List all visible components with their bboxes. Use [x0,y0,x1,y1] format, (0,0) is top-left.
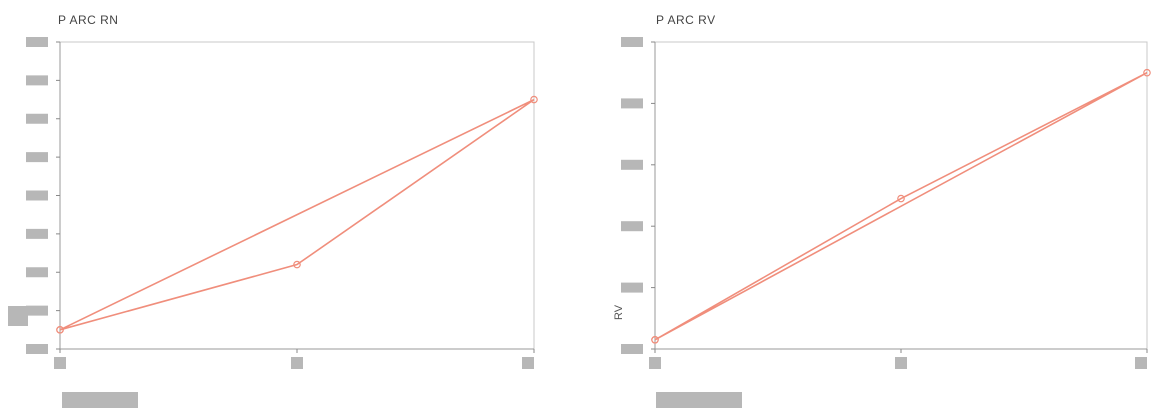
y-tick-label [621,282,643,293]
y-tick-label [621,159,643,170]
series-line [654,71,1148,341]
y-tick-label [26,113,48,124]
y-tick-label [26,75,48,86]
x-tick-label [649,357,661,369]
data-point [530,95,538,104]
y-tick-label [26,344,48,354]
tick-group [26,37,535,369]
series-line [59,98,535,331]
data-point [651,335,659,344]
y-tick-label [621,221,643,232]
y-tick-label [26,190,48,201]
chart-title: P ARC RV [656,13,716,27]
chart-rn: P ARC RN [8,13,538,408]
x-tick-label [895,357,907,369]
x-tick-label [54,357,66,369]
y-axis-label: RV [613,304,625,320]
y-tick-label [26,267,48,278]
x-tick-label [291,357,303,369]
y-axis-label-placeholder [8,306,28,326]
chart-title: P ARC RN [58,13,118,27]
y-tick-label [621,98,643,109]
series-group [651,68,1151,344]
x-axis-label-placeholder [656,392,742,408]
data-point [897,194,905,203]
data-point [293,260,301,269]
plot-frame [59,41,535,350]
y-tick-label [621,37,643,47]
y-tick-label [26,152,48,163]
y-tick-label [26,228,48,239]
y-tick-label [26,37,48,47]
data-point [56,326,64,334]
chart-rv: P ARC RV RV [613,13,1151,408]
y-tick-label [26,305,48,316]
y-tick-label [621,344,643,354]
x-tick-label [1135,357,1147,369]
x-tick-label [522,357,534,369]
tick-group [621,37,1148,369]
series-group [56,95,538,334]
x-axis-label-placeholder [62,392,138,408]
data-point [1143,68,1151,77]
